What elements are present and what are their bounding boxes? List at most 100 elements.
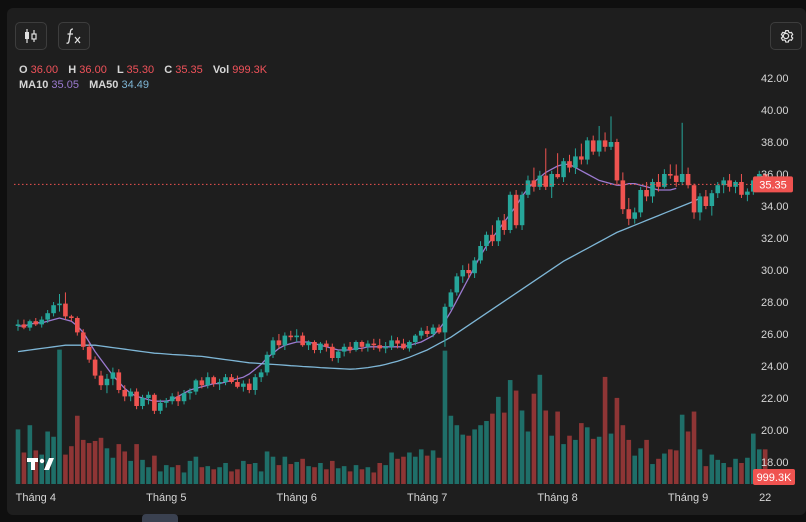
y-tick-label: 30.00 <box>761 265 789 277</box>
volume-bar <box>199 467 205 484</box>
ma10-label: MA10 <box>19 79 49 91</box>
candle-body <box>466 270 471 274</box>
candle-body <box>555 174 560 178</box>
volume-bar <box>703 466 709 484</box>
volume-bar <box>63 454 68 484</box>
candle-body <box>21 324 27 328</box>
volume-bar <box>335 468 341 484</box>
candle-body <box>45 313 50 320</box>
volume-bar <box>98 437 104 484</box>
candle-body <box>134 391 139 406</box>
volume-bar <box>69 446 74 484</box>
x-tick-label: Tháng 8 <box>537 492 577 504</box>
volume-bar <box>620 425 626 484</box>
candle-body <box>715 185 721 194</box>
candle-body <box>448 292 454 307</box>
volume-bar <box>383 465 388 484</box>
volume-bar <box>590 438 596 484</box>
candle-body <box>324 343 329 347</box>
low-label: L <box>116 64 124 76</box>
candle-body <box>662 174 667 187</box>
candle-body <box>158 402 163 411</box>
candle-body <box>496 220 501 242</box>
settings-button[interactable] <box>770 22 802 50</box>
candlestick-icon <box>25 29 37 43</box>
indicators-button[interactable] <box>58 22 90 50</box>
open-value: 36.00 <box>30 64 59 76</box>
y-tick-label: 34.00 <box>761 201 789 213</box>
candle-body <box>335 351 341 358</box>
volume-bar <box>401 456 406 484</box>
volume-bar <box>163 465 169 484</box>
candle-body <box>602 140 608 147</box>
volume-bar <box>555 411 560 484</box>
volume-bar <box>211 469 216 484</box>
candle-body <box>175 396 181 402</box>
y-tick-label: 28.00 <box>761 297 789 309</box>
candle-body <box>217 382 222 384</box>
volume-bar <box>650 464 655 484</box>
chart-panel: O 36.00 H 36.00 L 35.30 C 35.35 Vol 999.… <box>7 8 806 515</box>
volume-bar <box>561 444 566 484</box>
candle-body <box>300 335 305 346</box>
x-tick-label: Tháng 6 <box>277 492 317 504</box>
candle-body <box>27 321 33 328</box>
candle-body <box>418 330 424 336</box>
volume-bar <box>359 469 365 484</box>
volume-bar <box>644 439 649 484</box>
candle-body <box>383 346 388 349</box>
volume-bar <box>276 465 282 484</box>
ohlc-legend: O 36.00 H 36.00 L 35.30 C 35.35 Vol 999.… <box>19 63 267 93</box>
candle-body <box>727 180 732 187</box>
volume-bar <box>501 412 507 484</box>
candle-body <box>531 180 537 187</box>
candle-body <box>276 340 282 346</box>
y-tick-label: 38.00 <box>761 137 789 149</box>
candle-body <box>163 401 169 403</box>
volume-bar <box>496 396 501 484</box>
volume-bar <box>294 461 300 484</box>
volume-bar <box>584 427 590 484</box>
candle-body <box>567 161 572 168</box>
volume-bar <box>371 472 377 484</box>
volume-bar <box>513 390 519 484</box>
y-tick-label: 20.00 <box>761 425 789 437</box>
volume-bar <box>205 466 211 484</box>
candle-body <box>51 305 56 314</box>
volume-bar <box>525 431 531 484</box>
volume-bar <box>762 449 768 484</box>
candle-body <box>650 182 655 197</box>
y-tick-label: 24.00 <box>761 361 789 373</box>
chart-type-button[interactable] <box>15 22 47 50</box>
volume-bar <box>413 456 418 484</box>
volume-bar <box>128 460 133 484</box>
candle-body <box>745 191 750 195</box>
candle-body <box>584 140 590 160</box>
volume-bar <box>104 448 110 484</box>
volume-bar <box>51 436 56 484</box>
candle-body <box>739 182 744 195</box>
volume-bar <box>626 439 632 484</box>
candle-body <box>69 316 74 318</box>
candle-body <box>436 327 442 333</box>
volume-bar <box>756 449 762 484</box>
y-tick-label: 18.00 <box>761 457 789 469</box>
candle-body <box>632 212 638 219</box>
volume-bar <box>21 452 27 484</box>
volume-bar <box>33 450 39 484</box>
volume-bar <box>300 458 305 484</box>
scroll-tab[interactable] <box>142 514 178 522</box>
volume-bar <box>484 421 489 484</box>
volume-bar <box>697 449 703 484</box>
volume-bar <box>448 415 454 484</box>
last-price-badge <box>753 176 793 193</box>
candle-body <box>519 194 525 226</box>
candle-body <box>353 342 359 350</box>
y-tick-label: 22.00 <box>761 393 789 405</box>
volume-value: 999.3K <box>232 64 268 76</box>
candle-body <box>608 142 614 147</box>
volume-bar <box>679 414 685 484</box>
volume-bar <box>252 463 258 484</box>
volume-bar <box>365 467 371 484</box>
